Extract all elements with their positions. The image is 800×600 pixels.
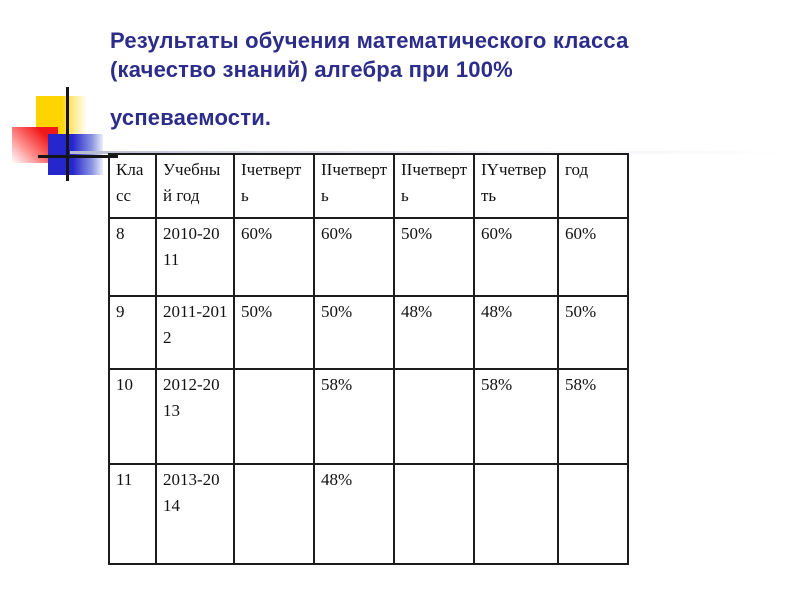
cell-school-year: 2011-2012 [155,295,235,370]
decor-gray-rule [70,151,786,154]
cell-quarter-1 [233,368,315,465]
column-header-class: Класс [108,153,157,219]
decor-vertical-line [66,87,69,181]
cell-school-year: 2012-2013 [155,368,235,465]
cell-quarter-2: 48% [313,463,395,565]
table-row: 9 2011-2012 50% 50% 48% 48% 50% [108,295,629,370]
table-row: 10 2012-2013 58% 58% 58% [108,368,629,465]
column-header-quarter-2: IIчетверть [313,153,395,219]
cell-school-year: 2010-2011 [155,217,235,297]
cell-quarter-2: 50% [313,295,395,370]
cell-quarter-1: 60% [233,217,315,297]
title-line-2: (качество знаний) алгебра при 100% [110,57,513,82]
cell-quarter-3 [393,463,475,565]
column-header-school-year: Учебный год [155,153,235,219]
cell-year-total: 58% [557,368,629,465]
cell-quarter-4 [473,463,559,565]
cell-class: 10 [108,368,157,465]
cell-quarter-1: 50% [233,295,315,370]
cell-quarter-3 [393,368,475,465]
cell-quarter-4: 58% [473,368,559,465]
column-header-quarter-4: IYчетверть [473,153,559,219]
cell-school-year: 2013-2014 [155,463,235,565]
results-table: Класс Учебный год Iчетверть IIчетверть I… [108,153,629,565]
decor-horizontal-line [38,155,118,158]
cell-class: 9 [108,295,157,370]
cell-quarter-1 [233,463,315,565]
title-line-1: Результаты обучения математического клас… [110,28,629,53]
table-header-row: Класс Учебный год Iчетверть IIчетверть I… [108,153,629,219]
cell-class: 11 [108,463,157,565]
cell-quarter-3: 50% [393,217,475,297]
title-line-3: успеваемости. [110,105,272,130]
cell-class: 8 [108,217,157,297]
table-row: 11 2013-2014 48% [108,463,629,565]
cell-quarter-2: 60% [313,217,395,297]
table-row: 8 2010-2011 60% 60% 50% 60% 60% [108,217,629,297]
decor-blue-square [48,134,103,175]
cell-year-total [557,463,629,565]
column-header-year-total: год [557,153,629,219]
cell-year-total: 60% [557,217,629,297]
cell-quarter-3: 48% [393,295,475,370]
slide-title: Результаты обучения математического клас… [110,26,782,132]
column-header-quarter-1: Iчетверть [233,153,315,219]
cell-quarter-4: 60% [473,217,559,297]
column-header-quarter-3: IIчетверть [393,153,475,219]
cell-quarter-4: 48% [473,295,559,370]
cell-year-total: 50% [557,295,629,370]
cell-quarter-2: 58% [313,368,395,465]
